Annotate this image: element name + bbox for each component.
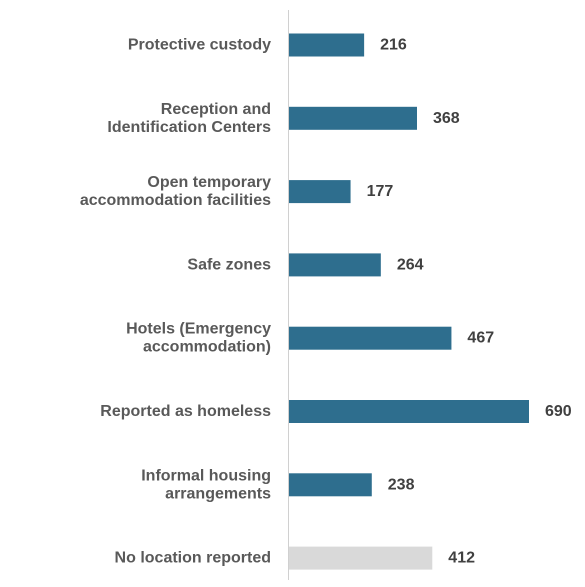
category-label: Hotels (Emergency accommodation)	[126, 321, 271, 356]
category-label: Reported as homeless	[100, 403, 271, 420]
bars-group	[289, 33, 529, 570]
category-label-line: Identification Centers	[107, 119, 271, 136]
data-label: 467	[467, 330, 494, 347]
category-label-line: arrangements	[165, 485, 271, 502]
data-label: 177	[367, 183, 394, 200]
bar	[289, 546, 433, 570]
data-label: 238	[388, 476, 415, 493]
category-label-line: Open temporary	[147, 174, 271, 191]
category-label-line: Reception and	[161, 101, 271, 118]
data-label: 264	[397, 256, 424, 273]
bar	[289, 253, 381, 277]
bar	[289, 400, 529, 423]
category-label-line: Hotels (Emergency	[126, 321, 271, 338]
category-label: Protective custody	[128, 37, 271, 54]
bar	[289, 326, 452, 350]
category-label-line: Informal housing	[141, 467, 271, 484]
category-label: Informal housing arrangements	[141, 467, 271, 502]
data-label: 690	[545, 403, 572, 420]
category-label-line: accommodation)	[143, 339, 271, 356]
category-label-line: Protective custody	[128, 37, 271, 54]
value-labels-group: 216 368 177 264 467 690 238 412	[367, 37, 572, 567]
category-label: Open temporary accommodation facilities	[80, 174, 271, 209]
category-label-line: No location reported	[115, 550, 271, 567]
bar	[289, 180, 351, 204]
bar	[289, 473, 372, 497]
category-label-line: Reported as homeless	[100, 403, 271, 420]
bar	[289, 106, 417, 130]
category-label: Reception and Identification Centers	[107, 101, 271, 136]
bar	[289, 33, 365, 57]
data-label: 368	[433, 110, 460, 127]
category-label-line: Safe zones	[187, 256, 271, 273]
data-label: 216	[380, 37, 407, 54]
category-label: Safe zones	[187, 256, 271, 273]
category-labels-group: Protective custody Reception and Identific…	[80, 37, 271, 567]
category-label-line: accommodation facilities	[80, 192, 271, 209]
data-label: 412	[448, 550, 475, 567]
category-label: No location reported	[115, 550, 271, 567]
